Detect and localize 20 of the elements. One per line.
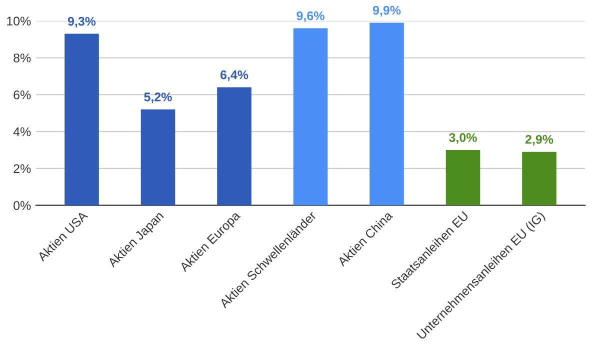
y-tick-label: 4%: [13, 127, 31, 136]
bar: [140, 109, 176, 206]
data-label: 9,3%: [68, 16, 96, 28]
data-label: 2,9%: [525, 134, 554, 146]
data-label: 6,4%: [220, 70, 248, 82]
data-label: 3,0%: [449, 133, 477, 144]
bar: [64, 34, 99, 206]
bar: [370, 22, 404, 206]
bar: [217, 87, 252, 206]
data-label: 5,2%: [144, 92, 172, 104]
y-tick-label: 6%: [14, 90, 31, 100]
y-tick-label: 2%: [14, 164, 31, 174]
bar: [446, 150, 480, 206]
bar: [522, 152, 556, 206]
data-label: 9,6%: [296, 11, 324, 22]
y-tick-label: 8%: [14, 54, 31, 62]
bar: [293, 28, 328, 206]
y-tick-label: 10%: [7, 16, 31, 26]
data-label: 9,9%: [372, 6, 401, 17]
y-tick-label: 0%: [14, 201, 31, 210]
